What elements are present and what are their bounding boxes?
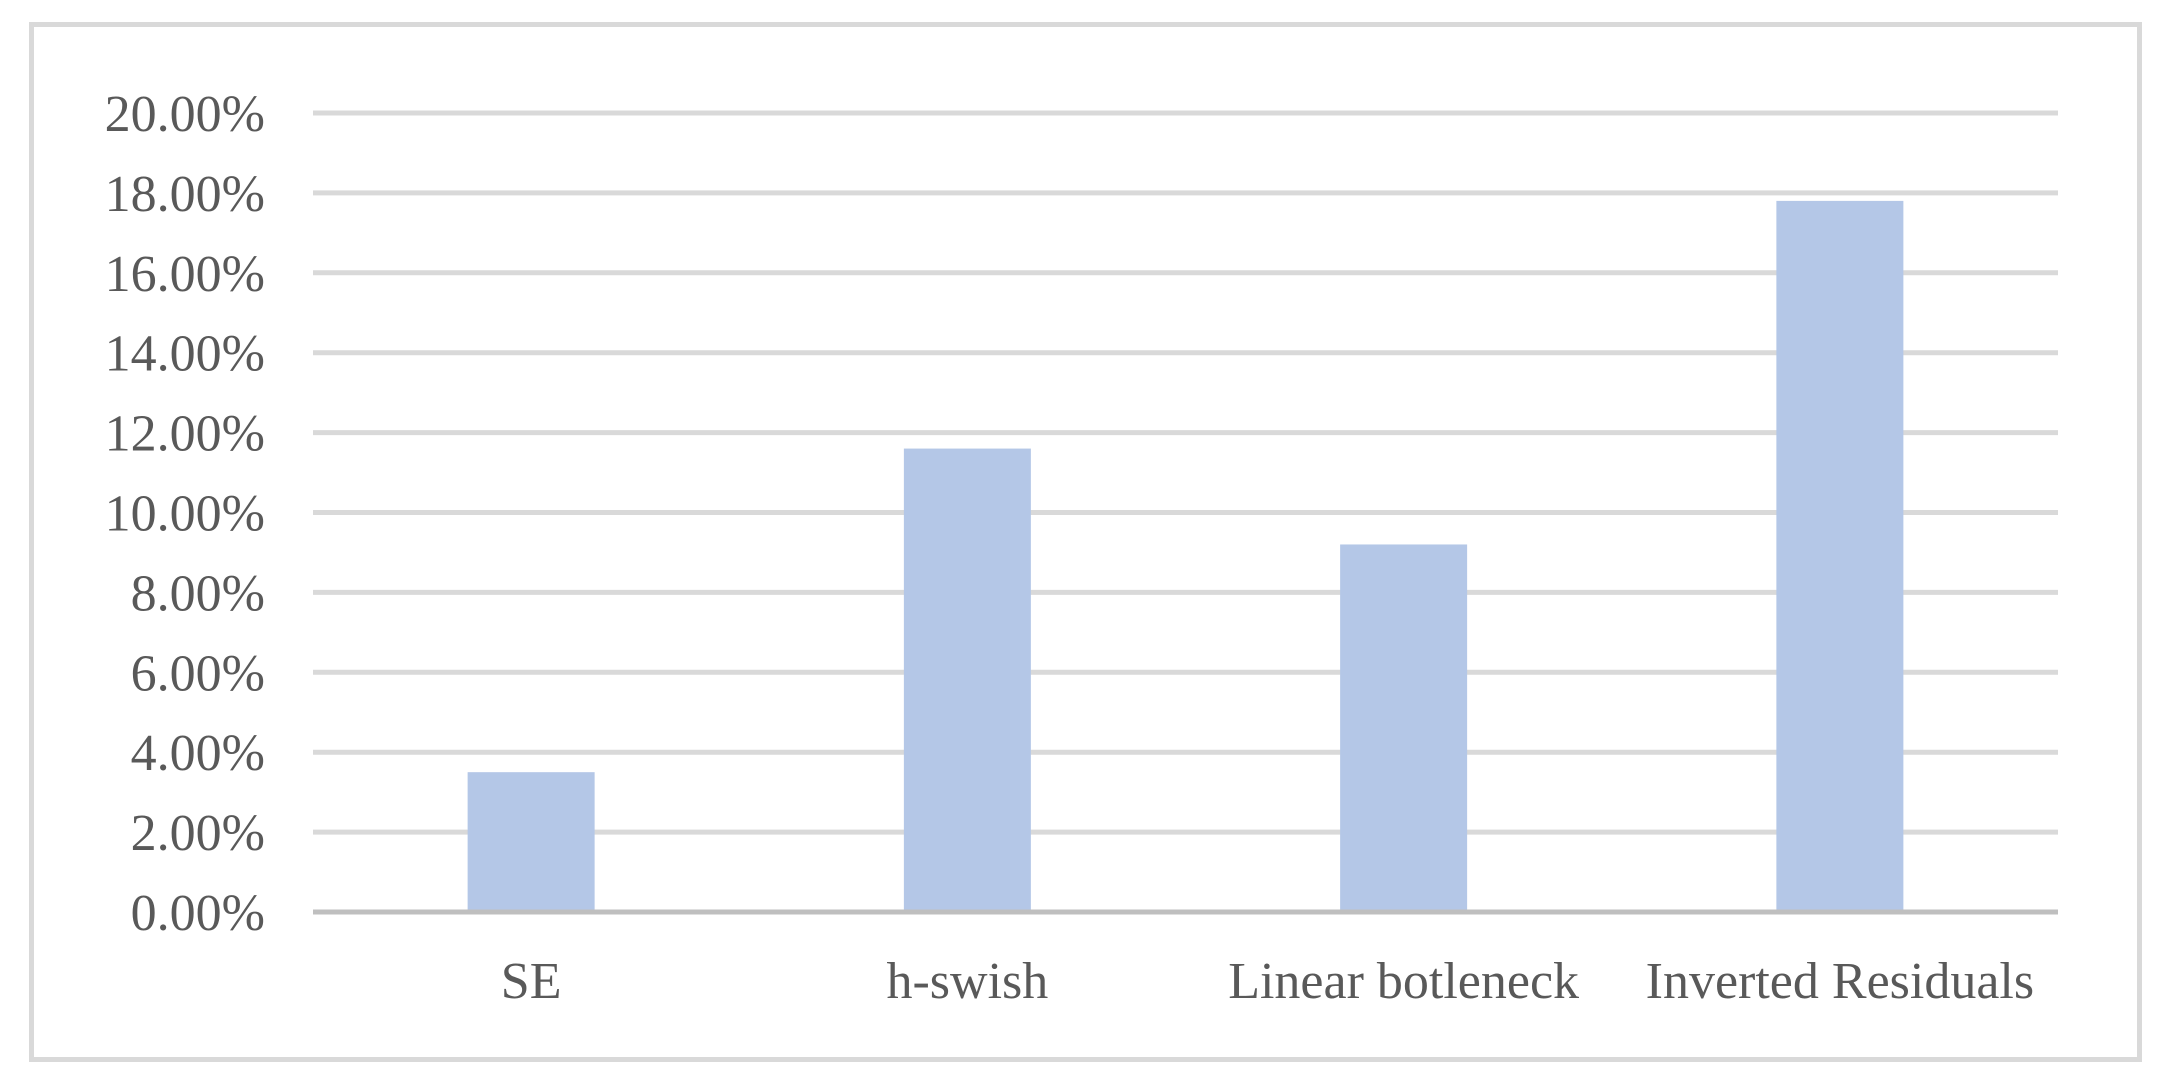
y-tick-label: 6.00% <box>131 645 265 702</box>
y-tick-label: 18.00% <box>105 166 265 223</box>
bar <box>903 448 1031 912</box>
y-axis-tick-labels: 0.00% 2.00% 4.00% 6.00% 8.00% 10.00% 12.00% 14.… <box>105 86 265 942</box>
bar <box>1340 544 1468 912</box>
bar <box>1776 200 1904 912</box>
x-tick-label: h-swish <box>886 953 1048 1010</box>
x-tick-label: SE <box>501 953 562 1010</box>
y-tick-label: 0.00% <box>131 885 265 942</box>
x-axis-category-labels: SE h-swish Linear botleneck Inverted Residu… <box>501 953 2034 1010</box>
x-tick-label: Inverted Residuals <box>1646 953 2034 1010</box>
y-tick-label: 20.00% <box>105 86 265 143</box>
y-tick-label: 14.00% <box>105 326 265 383</box>
y-tick-label: 4.00% <box>131 725 265 782</box>
y-tick-label: 2.00% <box>131 805 265 862</box>
bars <box>467 200 1904 912</box>
y-tick-label: 10.00% <box>105 486 265 543</box>
bar <box>467 772 595 912</box>
y-tick-label: 8.00% <box>131 565 265 622</box>
x-tick-label: Linear botleneck <box>1228 953 1579 1010</box>
gridlines <box>313 110 2058 835</box>
y-tick-label: 12.00% <box>105 406 265 463</box>
y-tick-label: 16.00% <box>105 246 265 303</box>
